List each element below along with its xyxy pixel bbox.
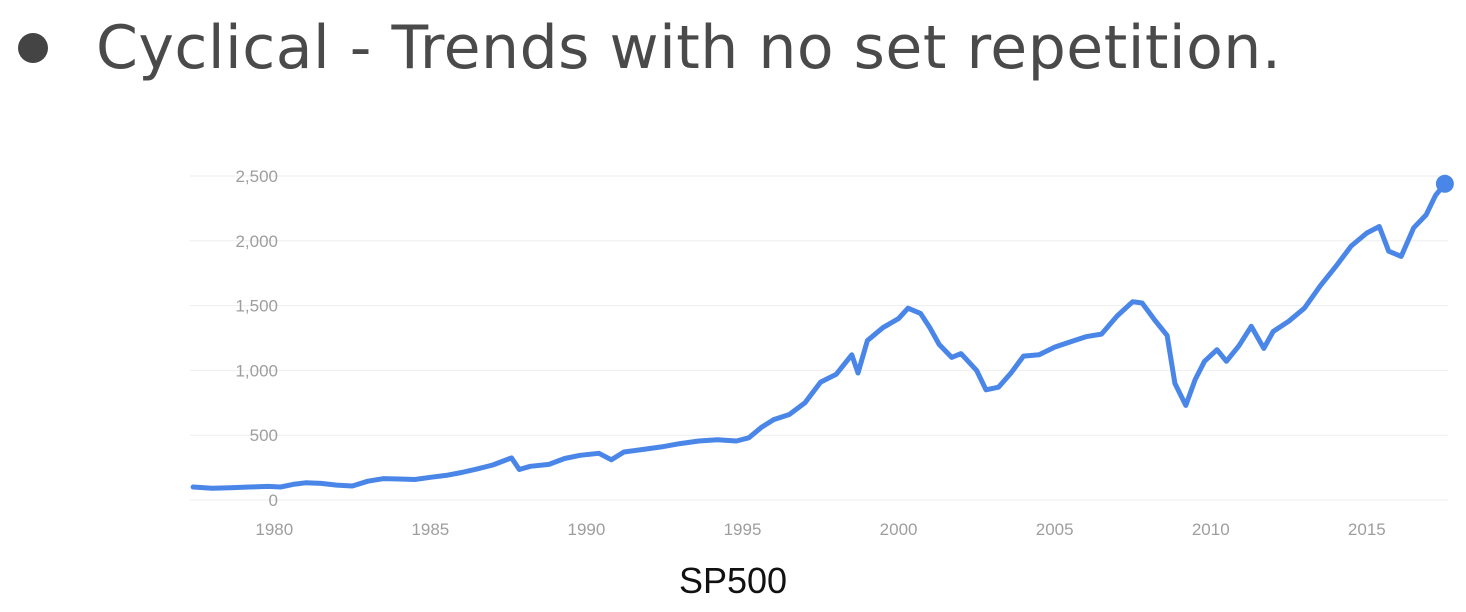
x-tick-label: 2000 bbox=[880, 520, 918, 539]
x-axis-ticks: 1980 1985 1990 1995 2000 2005 2010 2015 bbox=[255, 520, 1385, 539]
slide-bullet: Cyclical - Trends with no set repetition… bbox=[18, 8, 1458, 88]
y-tick-label: 500 bbox=[250, 426, 278, 445]
bullet-text: Cyclical - Trends with no set repetition… bbox=[96, 13, 1282, 83]
x-tick-label: 2010 bbox=[1192, 520, 1230, 539]
x-tick-label: 1995 bbox=[724, 520, 762, 539]
y-tick-label: 2,500 bbox=[235, 167, 278, 186]
series-end-marker bbox=[1435, 174, 1454, 193]
y-tick-label: 2,000 bbox=[235, 232, 278, 251]
y-tick-label: 0 bbox=[269, 491, 278, 510]
sp500-line-chart: 0 500 1,000 1,500 2,000 2,500 1980 1985 1990 199… bbox=[190, 167, 1454, 539]
x-tick-label: 1985 bbox=[411, 520, 449, 539]
x-tick-label: 2015 bbox=[1348, 520, 1386, 539]
x-tick-label: 1980 bbox=[255, 520, 293, 539]
series-line bbox=[190, 181, 1448, 491]
bullet-dot-icon bbox=[18, 33, 48, 63]
y-axis-ticks: 0 500 1,000 1,500 2,000 2,500 bbox=[235, 167, 278, 510]
x-tick-label: 2005 bbox=[1036, 520, 1074, 539]
gridlines bbox=[190, 175, 1448, 501]
chart-caption: SP500 bbox=[678, 560, 788, 601]
x-tick-label: 1990 bbox=[568, 520, 606, 539]
y-tick-label: 1,000 bbox=[235, 361, 278, 380]
series-layer bbox=[190, 174, 1454, 491]
y-tick-label: 1,500 bbox=[235, 297, 278, 316]
